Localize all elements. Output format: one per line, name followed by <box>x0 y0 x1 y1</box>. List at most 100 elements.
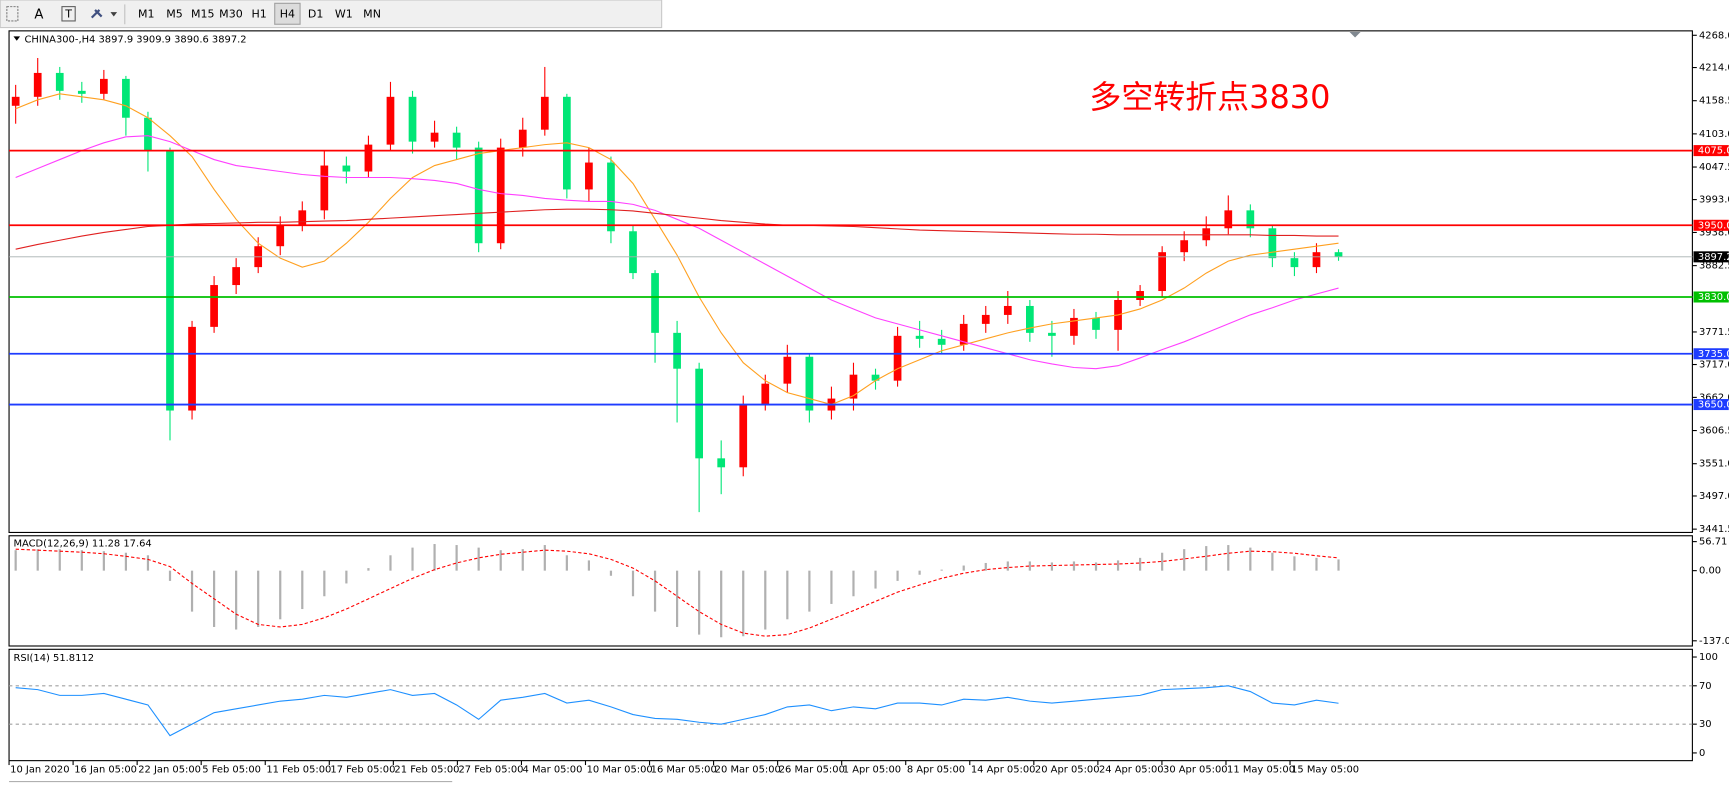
x-tick-label: 26 Mar 05:00 <box>779 764 845 775</box>
shift-marker[interactable] <box>1349 31 1361 38</box>
x-tick-label: 24 Apr 05:00 <box>1099 764 1164 775</box>
candle-body <box>1158 252 1167 292</box>
y-tick-label: 3551.0 <box>1699 459 1729 470</box>
candle-body <box>915 335 924 339</box>
y-tick-label: 4103.0 <box>1699 129 1729 140</box>
timeframe-label[interactable]: M1 <box>138 7 155 20</box>
x-tick-label: 20 Apr 05:00 <box>1035 764 1100 775</box>
tool-text[interactable]: A <box>34 7 43 22</box>
candle-body <box>144 117 152 151</box>
x-tick-label: 14 Apr 05:00 <box>971 764 1036 775</box>
candle-body <box>849 374 858 399</box>
candle-body <box>1334 252 1343 257</box>
timeframe-label[interactable]: M15 <box>191 7 215 20</box>
y-tick-label: 3717.0 <box>1699 360 1729 371</box>
macd-title: MACD(12,26,9) 11.28 17.64 <box>13 538 151 549</box>
x-tick-label: 10 Mar 05:00 <box>587 764 653 775</box>
y-tick-label: 56.71 <box>1699 537 1727 548</box>
x-tick-label: 20 Mar 05:00 <box>715 764 781 775</box>
tool-icon[interactable] <box>6 6 19 22</box>
timeframe-label[interactable]: D1 <box>308 7 324 20</box>
candle-body <box>1290 258 1299 268</box>
candle-body <box>629 231 637 274</box>
y-tick-label: 3606.5 <box>1699 426 1729 437</box>
x-tick-label: 11 Feb 05:00 <box>266 764 331 775</box>
y-tick-label: 3771.5 <box>1699 327 1729 338</box>
annotation: 多空转折点3830 <box>1089 78 1330 116</box>
candle-body <box>11 96 20 106</box>
rsi-panel <box>8 648 1693 762</box>
y-tick-label: 0 <box>1699 748 1705 759</box>
candle-body <box>77 90 86 94</box>
candle-body <box>298 210 307 226</box>
candle-body <box>232 267 240 286</box>
timeframe-label[interactable]: M30 <box>219 7 243 20</box>
tool-label-icon[interactable] <box>61 6 76 22</box>
candle-body <box>210 285 218 327</box>
level-label: 4075.0 <box>1698 146 1729 157</box>
rsi-line <box>15 685 1339 737</box>
y-tick-label: 4214.0 <box>1699 63 1729 74</box>
candle-body <box>320 165 329 211</box>
candle-body <box>55 72 64 91</box>
candle-body <box>761 383 770 405</box>
candle-body <box>1312 252 1321 268</box>
macd-signal <box>15 548 1339 637</box>
tool-label-glyph: T <box>64 7 72 20</box>
candle-body <box>188 326 196 411</box>
x-tick-label: 11 May 05:00 <box>1227 764 1295 775</box>
level-label-bg <box>1693 219 1729 231</box>
candle-body <box>585 162 593 190</box>
x-tick-label: 21 Feb 05:00 <box>394 764 459 775</box>
x-tick-label: 8 Apr 05:00 <box>907 764 965 775</box>
candle-body <box>1268 228 1277 259</box>
candle-body <box>452 132 461 148</box>
timeframe-label[interactable]: H1 <box>252 7 267 20</box>
candle-body <box>518 129 527 148</box>
y-tick-label: 3662.0 <box>1699 392 1729 403</box>
timeframe-button[interactable] <box>274 2 301 25</box>
candle-body <box>33 72 42 97</box>
candle-body <box>1092 317 1100 330</box>
rsi-title: RSI(14) 51.8112 <box>13 653 94 664</box>
y-tick-label: 4047.5 <box>1699 162 1729 173</box>
y-tick-label: 0.00 <box>1699 566 1721 577</box>
candle-body <box>1180 240 1189 253</box>
level-label-bg <box>1693 291 1729 303</box>
dropdown-arrow[interactable] <box>110 12 118 17</box>
timeframe-label[interactable]: M5 <box>166 7 183 20</box>
level-label: 3650.0 <box>1698 400 1729 411</box>
timeframe-label[interactable]: W1 <box>335 7 353 20</box>
x-tick-label: 4 Mar 05:00 <box>523 764 583 775</box>
candle-body <box>805 356 814 411</box>
x-tick-label: 1 Apr 05:00 <box>843 764 901 775</box>
timeframe-label[interactable]: H4 <box>280 7 295 20</box>
candle-body <box>386 96 395 145</box>
candle-body <box>430 132 439 142</box>
candle-body <box>540 96 549 130</box>
chart-title: CHINA300-,H4 3897.9 3909.9 3890.6 3897.2 <box>24 35 246 46</box>
tool-arrows[interactable] <box>90 9 103 19</box>
current-price-bg <box>1693 251 1729 263</box>
candle-body <box>408 96 417 142</box>
candle-body <box>981 314 990 324</box>
level-label: 3950.0 <box>1698 220 1729 231</box>
y-tick-label: 4158.5 <box>1699 96 1729 107</box>
candle-body <box>1003 305 1012 315</box>
moving-average <box>15 93 1339 406</box>
candle-body <box>1070 317 1078 336</box>
timeframe-label[interactable]: MN <box>363 7 381 20</box>
main-panel <box>8 30 1693 534</box>
candle-body <box>959 323 968 345</box>
level-label-bg <box>1693 145 1729 157</box>
y-tick-label: 3882.5 <box>1699 261 1729 272</box>
x-tick-label: 30 Apr 05:00 <box>1163 764 1228 775</box>
candle-body <box>474 147 483 244</box>
x-tick-label: 27 Feb 05:00 <box>458 764 523 775</box>
candle-body <box>364 144 373 172</box>
x-tick-label: 15 May 05:00 <box>1291 764 1359 775</box>
candle-body <box>607 162 615 232</box>
level-label-bg <box>1693 348 1729 360</box>
symbol-marker <box>13 36 21 41</box>
x-tick-label: 10 Jan 2020 <box>10 764 69 775</box>
